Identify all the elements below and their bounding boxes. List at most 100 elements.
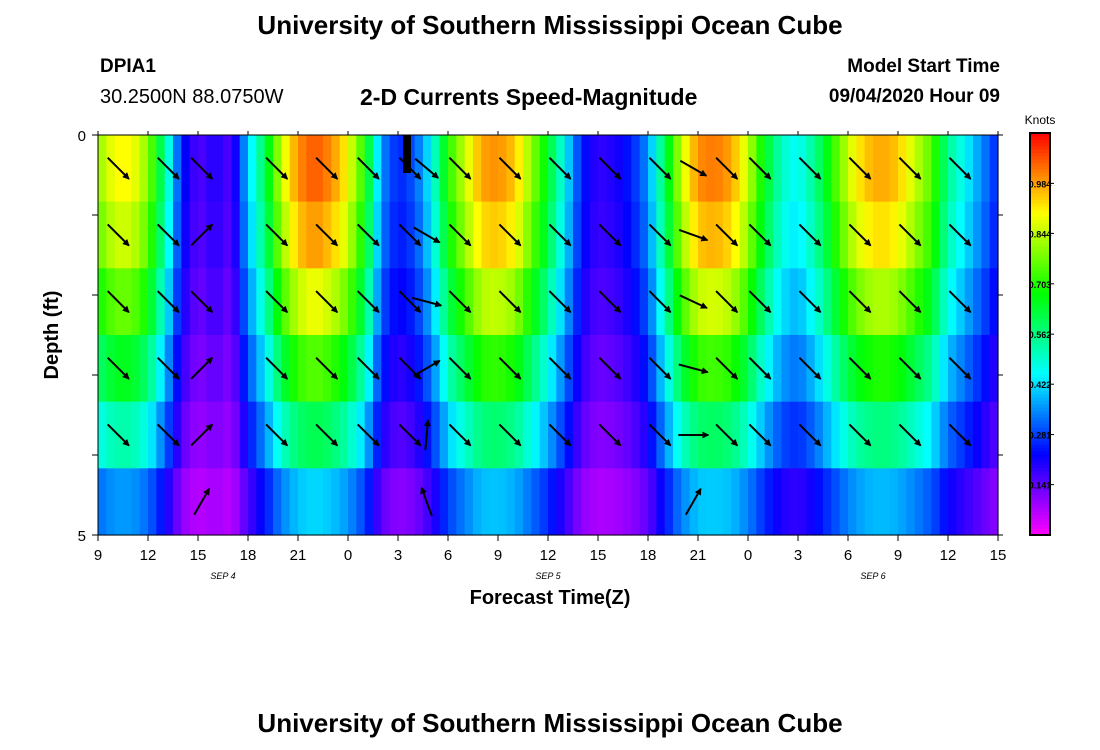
heatmap-cell: [598, 201, 607, 269]
heatmap-cell: [231, 201, 241, 269]
heatmap-cell: [623, 201, 632, 269]
heatmap-cell: [214, 401, 224, 469]
current-vector-arrow: [423, 419, 431, 450]
current-vector-arrow: [898, 356, 922, 380]
heatmap-cell: [431, 468, 441, 536]
heatmap-cell: [898, 201, 907, 269]
heatmap-cell: [948, 401, 957, 469]
heatmap-cell: [131, 135, 141, 203]
heatmap-cell: [981, 401, 991, 469]
current-vector-arrow: [498, 290, 522, 314]
colorbar-segment: [1030, 417, 1050, 422]
heatmap-cell: [139, 201, 149, 269]
heatmap-cell: [98, 135, 107, 203]
colorbar-segment: [1030, 176, 1050, 181]
heatmap-cell: [981, 268, 991, 336]
heatmap-cell: [623, 335, 632, 403]
current-vector-arrow: [648, 423, 672, 447]
colorbar-segment: [1030, 447, 1050, 452]
heatmap-cell: [539, 201, 549, 269]
heatmap-cell: [456, 468, 466, 536]
heatmap-cell: [348, 335, 357, 403]
heatmap-cell: [189, 335, 199, 403]
heatmap-cell: [206, 468, 216, 536]
current-vector-arrow: [315, 290, 339, 314]
heatmap-cell: [489, 401, 499, 469]
heatmap-cell: [164, 468, 174, 536]
heatmap-cell: [381, 468, 391, 536]
colorbar-segment: [1030, 173, 1050, 178]
colorbar-segment: [1030, 354, 1050, 359]
colorbar-segment: [1030, 478, 1050, 482]
heatmap-cell: [98, 201, 107, 269]
heatmap-cell: [981, 468, 991, 536]
heatmap-cell: [281, 135, 291, 203]
heatmap-cell: [631, 268, 641, 336]
heatmap-cell: [464, 201, 474, 269]
heatmap-cell: [523, 468, 532, 536]
heatmap-cell: [931, 335, 941, 403]
colorbar-segment: [1030, 360, 1050, 365]
heatmap-cell: [639, 335, 649, 403]
heatmap-cell: [598, 335, 607, 403]
heatmap-cell: [531, 468, 541, 536]
heatmap-cell: [306, 201, 316, 269]
heatmap-cell: [398, 401, 407, 469]
heatmap-cell: [764, 468, 774, 536]
heatmap-cell: [964, 135, 974, 203]
heatmap-cell: [931, 268, 941, 336]
heatmap-cell: [281, 401, 291, 469]
heatmap-cell: [614, 335, 624, 403]
heatmap-cell: [431, 335, 441, 403]
heatmap-cell: [123, 468, 132, 536]
heatmap-cell: [331, 401, 341, 469]
heatmap-cell: [256, 401, 266, 469]
heatmap-cell: [156, 268, 166, 336]
heatmap-cell: [498, 201, 507, 269]
heatmap-cell: [898, 468, 907, 536]
date-label: SEP 4: [210, 571, 235, 581]
heatmap-cell: [539, 401, 549, 469]
heatmap-cell: [739, 201, 749, 269]
heatmap-cell: [439, 201, 449, 269]
current-vector-arrow: [398, 223, 422, 247]
heatmap-cell: [989, 401, 999, 469]
colorbar-segment: [1030, 250, 1050, 255]
heatmap-cell: [673, 401, 682, 469]
current-vector-arrow: [448, 156, 472, 180]
colorbar-tick-label: 0.562: [1029, 330, 1052, 340]
colorbar-segment: [1030, 186, 1050, 191]
heatmap-cell: [739, 335, 749, 403]
heatmap-cell: [731, 268, 741, 336]
heatmap-cell: [406, 468, 416, 536]
heatmap-cell: [923, 468, 932, 536]
heatmap-cell: [248, 335, 257, 403]
current-vector-arrow: [190, 156, 214, 180]
x-tick-label: 12: [140, 547, 157, 564]
heatmap-cell: [231, 135, 241, 203]
heatmap-cell: [981, 201, 991, 269]
current-vector-arrow: [715, 223, 739, 247]
heatmap-cell: [231, 268, 241, 336]
heatmap-cell: [648, 268, 657, 336]
colorbar-segment: [1030, 344, 1050, 348]
heatmap-cell: [989, 201, 999, 269]
heatmap-cell: [706, 201, 716, 269]
colorbar-segment: [1030, 514, 1050, 519]
current-vector-arrow: [156, 423, 180, 447]
heatmap-cell: [698, 201, 707, 269]
heatmap-cell: [389, 201, 399, 269]
heatmap-cell: [864, 135, 874, 203]
heatmap-cell: [914, 401, 924, 469]
colorbar-segment: [1030, 384, 1050, 389]
colorbar-segment: [1030, 471, 1050, 476]
heatmap-cell: [764, 401, 774, 469]
heatmap-cell: [523, 401, 532, 469]
heatmap-cell: [789, 135, 799, 203]
heatmap-cell: [781, 135, 791, 203]
current-vector-arrow: [748, 223, 772, 247]
model-start-value: 09/04/2020 Hour 09: [828, 86, 1000, 107]
heatmap-cell: [823, 135, 832, 203]
colorbar-segment: [1030, 377, 1050, 382]
